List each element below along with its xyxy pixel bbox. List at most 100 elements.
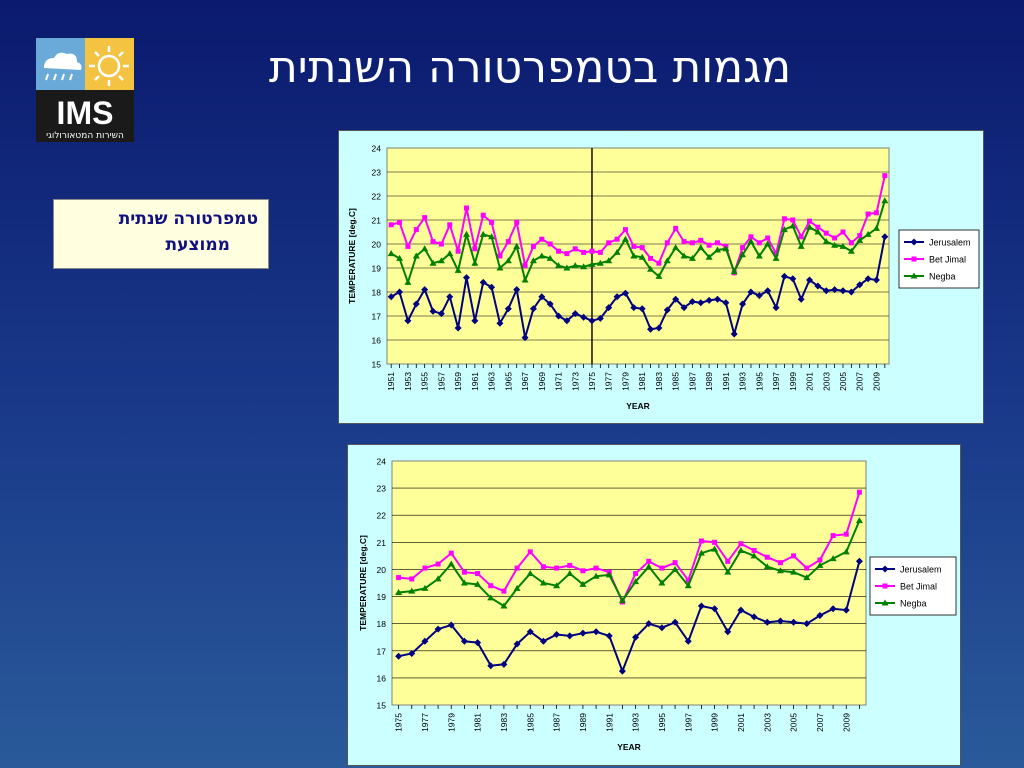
data-point-jerusalem <box>632 633 640 641</box>
data-point-bet-jimal <box>505 239 511 245</box>
data-point-jerusalem <box>680 304 688 312</box>
data-point-jerusalem <box>864 275 872 283</box>
data-point-jerusalem <box>579 629 587 637</box>
data-point-jerusalem <box>724 628 732 636</box>
data-point-negba <box>500 602 508 609</box>
data-point-bet-jimal <box>388 222 394 228</box>
data-point-negba <box>479 230 487 237</box>
y-tick-label: 19 <box>377 592 387 602</box>
data-point-bet-jimal <box>422 565 428 571</box>
x-tick-label: 1971 <box>554 372 564 391</box>
data-point-negba <box>814 228 822 235</box>
data-point-bet-jimal <box>689 240 695 246</box>
data-point-jerusalem <box>605 304 613 312</box>
data-point-bet-jimal <box>656 260 662 266</box>
data-point-negba <box>621 235 629 242</box>
data-point-bet-jimal <box>633 571 639 577</box>
data-point-jerusalem <box>711 605 719 613</box>
data-point-negba <box>412 252 420 259</box>
x-tick-label: 2009 <box>871 372 881 391</box>
data-point-bet-jimal <box>848 240 854 246</box>
data-point-bet-jimal <box>646 558 652 564</box>
data-point-bet-jimal <box>765 235 771 241</box>
caption-line-2: ממוצעת <box>165 235 230 255</box>
data-point-jerusalem <box>755 292 763 300</box>
data-point-negba <box>447 560 455 567</box>
data-point-negba <box>797 242 805 249</box>
data-point-negba <box>872 224 880 231</box>
data-point-bet-jimal <box>514 219 520 225</box>
data-point-jerusalem <box>429 307 437 315</box>
x-tick-label: 1977 <box>604 372 614 391</box>
data-point-bet-jimal <box>659 565 665 571</box>
data-point-jerusalem <box>842 606 850 614</box>
data-point-negba <box>737 546 745 553</box>
data-point-negba <box>488 233 496 240</box>
data-point-bet-jimal <box>447 222 453 228</box>
data-point-negba <box>605 571 613 578</box>
y-tick-label: 24 <box>377 457 387 467</box>
data-point-negba <box>645 563 653 570</box>
data-point-jerusalem <box>621 289 629 297</box>
data-point-negba <box>697 244 705 251</box>
data-point-negba <box>803 574 811 581</box>
series-line-negba <box>390 200 886 286</box>
data-point-negba <box>630 252 638 259</box>
data-point-negba <box>580 263 588 270</box>
data-point-jerusalem <box>571 310 579 318</box>
data-point-negba <box>613 248 621 255</box>
data-point-bet-jimal <box>882 173 888 179</box>
data-point-bet-jimal <box>807 218 813 224</box>
y-tick-label: 22 <box>372 192 382 202</box>
data-point-negba <box>722 245 730 252</box>
data-point-negba <box>829 555 837 562</box>
data-point-bet-jimal <box>540 564 546 570</box>
data-point-negba <box>789 222 797 229</box>
x-tick-label: 1965 <box>503 372 513 391</box>
x-tick-label: 1991 <box>604 713 614 732</box>
data-point-bet-jimal <box>472 246 478 252</box>
data-point-jerusalem <box>829 605 837 613</box>
data-point-negba <box>816 561 824 568</box>
data-point-negba <box>671 565 679 572</box>
data-point-bet-jimal <box>781 216 787 222</box>
y-tick-label: 20 <box>372 240 382 250</box>
x-tick-label: 1995 <box>754 372 764 391</box>
y-tick-label: 24 <box>372 144 382 154</box>
data-point-negba <box>387 250 395 257</box>
y-tick-label: 21 <box>372 216 382 226</box>
data-point-jerusalem <box>434 625 442 633</box>
data-point-bet-jimal <box>572 246 578 252</box>
y-axis-label: TEMPERATURE [deg.C] <box>347 208 357 304</box>
data-point-bet-jimal <box>832 235 838 241</box>
data-point-negba <box>658 579 666 586</box>
data-point-bet-jimal <box>798 234 804 240</box>
data-point-jerusalem <box>803 620 811 628</box>
data-point-bet-jimal <box>740 245 746 251</box>
data-point-bet-jimal <box>840 229 846 235</box>
y-tick-label: 17 <box>372 312 382 322</box>
data-point-bet-jimal <box>589 248 595 254</box>
data-point-jerusalem <box>655 324 663 332</box>
data-point-negba <box>672 244 680 251</box>
data-point-jerusalem <box>789 275 797 283</box>
data-point-jerusalem <box>592 628 600 636</box>
data-point-bet-jimal <box>514 565 520 571</box>
data-point-bet-jimal <box>639 245 645 251</box>
data-point-negba <box>474 580 482 587</box>
x-tick-label: 1987 <box>687 372 697 391</box>
data-point-negba <box>697 549 705 556</box>
data-point-jerusalem <box>672 295 680 303</box>
x-tick-label: 1981 <box>473 713 483 732</box>
data-point-bet-jimal <box>873 210 879 216</box>
x-tick-label: 1983 <box>499 713 509 732</box>
data-point-negba <box>831 241 839 248</box>
data-point-negba <box>434 575 442 582</box>
data-point-negba <box>553 582 561 589</box>
data-point-jerusalem <box>474 639 482 647</box>
data-point-negba <box>724 568 732 575</box>
data-point-bet-jimal <box>865 211 871 217</box>
data-point-jerusalem <box>671 618 679 626</box>
data-point-bet-jimal <box>527 549 533 555</box>
x-tick-label: 1975 <box>394 713 404 732</box>
